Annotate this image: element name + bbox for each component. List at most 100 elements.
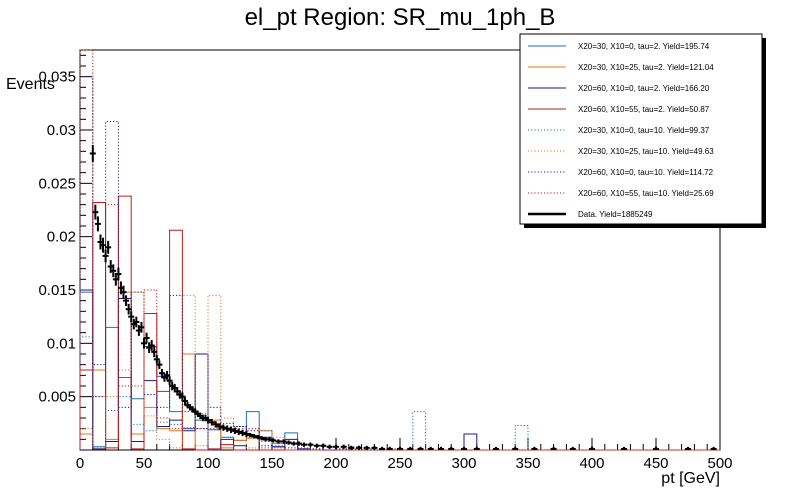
legend-label-4: X20=60, X10=55, tau=2. Yield=50.87: [578, 105, 710, 114]
data-point: [212, 421, 219, 428]
data-point: [589, 446, 595, 450]
y-tick-label: 0.035: [38, 69, 76, 86]
data-point: [123, 295, 130, 306]
data-point: [685, 446, 691, 450]
data-point: [512, 446, 519, 450]
data-point: [407, 446, 414, 450]
data-point: [275, 439, 282, 444]
legend-label-7: X20=60, X10=0, tau=10. Yield=114.72: [578, 168, 714, 177]
legend-label-5: X20=30, X10=0, tau=10. Yield=99.37: [578, 126, 710, 135]
legend-label-6: X20=30, X10=25, tau=10. Yield=49.63: [578, 147, 714, 156]
data-point: [143, 332, 150, 344]
x-tick-label: 0: [76, 455, 84, 472]
data-point: [326, 444, 333, 449]
data-point: [164, 371, 171, 380]
x-tick-label: 300: [451, 455, 476, 472]
data-point: [461, 446, 467, 450]
data-point: [280, 439, 287, 444]
histogram-series-6: [79, 291, 720, 451]
data-point: [333, 444, 339, 449]
data-point: [270, 438, 277, 443]
legend-label-3: X20=60, X10=0, tau=2. Yield=166.20: [578, 84, 710, 93]
x-tick-label: 50: [136, 455, 153, 472]
data-point: [105, 240, 112, 254]
data-point: [550, 446, 557, 450]
y-tick-label: 0.015: [38, 282, 76, 299]
data-point: [125, 303, 132, 315]
data-point: [208, 419, 215, 426]
data-point: [148, 340, 155, 351]
data-point: [228, 426, 235, 433]
histogram-series-8: [79, 49, 720, 451]
data-point: [89, 144, 96, 162]
data-point: [128, 311, 135, 322]
data-point: [156, 360, 163, 369]
data-point: [448, 446, 455, 450]
data-point: [569, 446, 576, 450]
data-point: [301, 442, 307, 447]
data-point: [254, 435, 261, 440]
data-point: [348, 445, 355, 450]
x-tick-label: 450: [643, 455, 668, 472]
data-point: [243, 430, 250, 438]
data-point: [231, 427, 238, 434]
data-point: [220, 424, 227, 431]
y-tick-label: 0.02: [47, 229, 76, 246]
y-tick-label: 0.025: [38, 175, 76, 192]
data-point: [205, 416, 211, 424]
data-point: [427, 446, 434, 450]
data-point: [285, 440, 292, 445]
data-point: [295, 441, 302, 446]
data-point: [371, 445, 378, 450]
x-tick-label: 350: [515, 455, 540, 472]
data-point: [313, 443, 320, 448]
data-point: [138, 322, 145, 333]
chart-title: el_pt Region: SR_mu_1ph_B: [244, 4, 556, 31]
data-point: [386, 446, 393, 450]
x-tick-label: 500: [707, 455, 732, 472]
data-point: [102, 249, 109, 263]
legend-label-2: X20=30, X10=25, tau=2. Yield=121.04: [578, 63, 714, 72]
legend-box: [519, 33, 763, 225]
x-tick-label: 200: [323, 455, 348, 472]
data-point: [94, 216, 101, 232]
data-point: [251, 434, 258, 439]
data-point: [115, 267, 122, 281]
data-point: [493, 446, 499, 450]
data-point: [166, 376, 173, 385]
y-tick-label: 0.005: [38, 389, 76, 406]
data-point: [247, 432, 254, 438]
data-point: [379, 446, 386, 450]
data-point: [224, 425, 231, 432]
data-point: [437, 446, 444, 450]
legend-label-8: X20=60, X10=55, tau=10. Yield=25.69: [578, 189, 714, 198]
data-point: [235, 428, 242, 436]
y-tick-label: 0.01: [47, 335, 76, 352]
data-point: [151, 346, 158, 358]
data-point: [653, 446, 659, 450]
histogram-series-5: [79, 336, 720, 451]
data-point: [397, 446, 403, 450]
data-point: [320, 443, 327, 448]
data-point: [181, 396, 188, 406]
data-point: [92, 204, 99, 220]
data-point: [621, 446, 627, 450]
data-point: [216, 423, 223, 430]
data-point: [100, 237, 107, 253]
legend-label-9: Data. Yield=1885249: [578, 210, 653, 219]
data-point: [110, 264, 117, 278]
data-point: [153, 355, 160, 364]
x-tick-label: 400: [579, 455, 604, 472]
data-point: [417, 446, 424, 450]
data-point: [239, 429, 246, 437]
y-axis-label: Events: [6, 76, 55, 93]
data-point: [120, 285, 127, 299]
legend-label-1: X20=30, X10=0, tau=2. Yield=195.74: [578, 42, 710, 51]
y-tick-label: 0.03: [47, 122, 76, 139]
histogram-series-3: [79, 289, 720, 451]
x-tick-label: 250: [387, 455, 412, 472]
data-point: [473, 446, 480, 450]
histogram-series-1: [79, 291, 720, 451]
data-point: [340, 444, 347, 449]
